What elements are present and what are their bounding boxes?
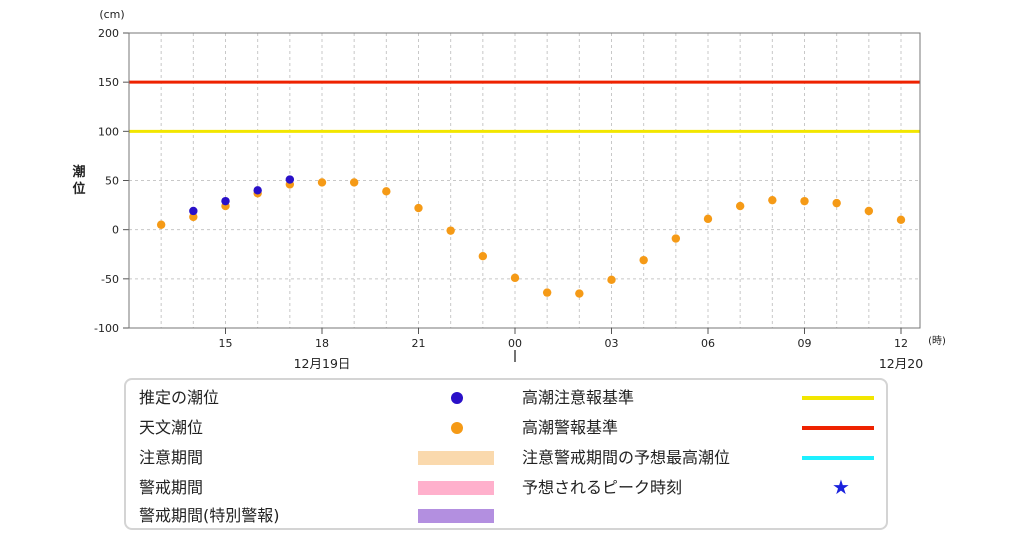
legend-expected-peak-time-label: 予想されるピーク時刻 [522, 478, 683, 497]
plot-frame [128, 32, 921, 329]
astronomical-tide-point [800, 196, 809, 206]
astronomical-tide-point [317, 178, 327, 187]
legend-astronomical-tide-label: 天文潮位 [139, 418, 204, 437]
astronomical-tide-point [446, 226, 455, 235]
legend-special-warning-period-swatch [418, 509, 494, 523]
x-tick-label: 06 [701, 337, 715, 350]
legend-special-warning-period-label: 警戒期間(特別警報) [139, 506, 280, 525]
legend-advisory-period-label: 注意期間 [139, 448, 204, 467]
grid-lines [129, 33, 920, 328]
astronomical-tide-point [832, 198, 841, 208]
astronomical-tide-point [414, 203, 423, 213]
astronomical-tide-point [189, 212, 198, 222]
legend-forecast-peak-line [802, 456, 874, 460]
estimated-tide-point [253, 186, 262, 195]
astronomical-tide-point [768, 195, 777, 205]
date-label: 12月20 [879, 356, 923, 371]
y-tick-label: 200 [98, 27, 119, 40]
x-tick-label: 15 [219, 337, 233, 350]
legend-advisory-criterion-label: 高潮注意報基準 [522, 388, 635, 407]
y-tick-label: -50 [101, 273, 119, 286]
date-label: 12月19日 [294, 356, 351, 371]
star-icon: ★ [832, 475, 850, 499]
y-tick-label: 50 [105, 175, 119, 188]
legend-warning-criterion-label: 高潮警報基準 [522, 418, 619, 437]
x-unit-label: (時) [928, 335, 946, 347]
y-axis-title-char: 位 [72, 181, 85, 197]
astronomical-tide-point [896, 215, 906, 225]
x-tick-label: 18 [315, 337, 329, 350]
legend-estimated-tide-dot [451, 392, 463, 404]
x-tick-label: 09 [798, 337, 812, 350]
y-tick-label: 150 [98, 76, 119, 89]
astronomical-tide-point [510, 273, 520, 283]
legend-estimated-tide-label: 推定の潮位 [139, 388, 220, 407]
x-tick-label: 00 [508, 337, 522, 350]
y-axis-title-char: 潮 [72, 164, 85, 180]
y-tick-label: 0 [112, 224, 119, 237]
legend: 推定の潮位 天文潮位 注意期間 警戒期間 警戒期間(特別警報) 高潮注意報基準 … [124, 378, 888, 530]
astronomical-tide-point [156, 220, 166, 229]
astronomical-tide-point [575, 289, 584, 298]
x-tick-label: 03 [605, 337, 619, 350]
legend-advisory-period-swatch [418, 451, 494, 465]
astronomical-tide-point [671, 234, 681, 243]
data-points [156, 175, 906, 298]
astronomical-tide-point [703, 214, 713, 224]
astronomical-tide-point [864, 206, 874, 216]
x-tick-label: 21 [412, 337, 426, 350]
estimated-tide-point [221, 196, 230, 206]
y-unit-label: (cm) [99, 8, 124, 21]
legend-warning-period-swatch [418, 481, 494, 495]
legend-warning-criterion-line [802, 426, 874, 430]
astronomical-tide-point [382, 187, 391, 196]
y-tick-label: 100 [98, 125, 119, 138]
tide-chart: 200 150 100 50 0 -50 -100 15 18 21 00 03 06 09 12 12月19… [72, 8, 946, 371]
estimated-tide-point [189, 206, 198, 216]
astronomical-tide-point [607, 275, 616, 285]
legend-advisory-criterion-line [802, 396, 874, 400]
axes [123, 32, 921, 362]
threshold-lines [129, 80, 920, 133]
astronomical-tide-point [542, 288, 552, 297]
legend-astronomical-tide-dot [451, 422, 463, 434]
astronomical-tide-point [639, 255, 648, 265]
astronomical-tide-point [735, 201, 745, 211]
axis-labels: 200 150 100 50 0 -50 -100 15 18 21 00 03 06 09 12 12月19… [72, 8, 946, 371]
legend-warning-period-label: 警戒期間 [139, 478, 204, 497]
y-tick-label: -100 [94, 322, 119, 335]
x-tick-label: 12 [894, 337, 908, 350]
estimated-tide-point [285, 175, 295, 184]
astronomical-tide-point [349, 178, 359, 187]
astronomical-tide-point [478, 252, 488, 261]
legend-forecast-peak-label: 注意警戒期間の予想最高潮位 [522, 448, 731, 467]
